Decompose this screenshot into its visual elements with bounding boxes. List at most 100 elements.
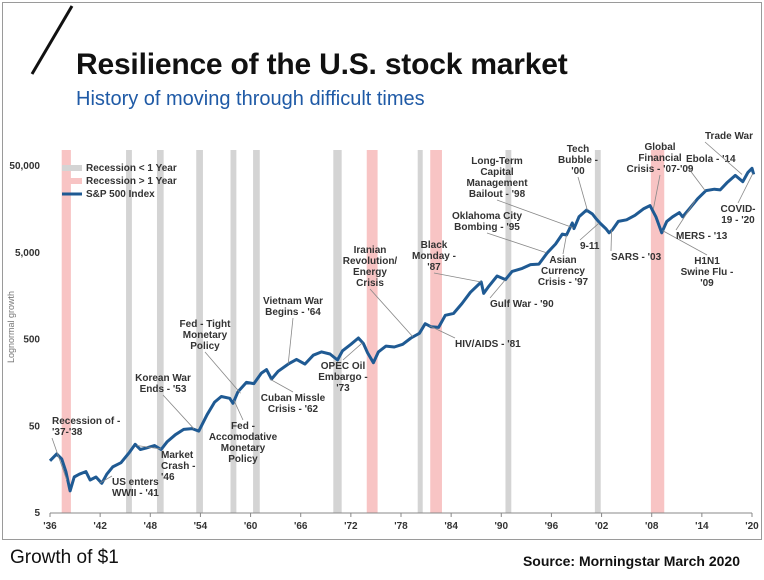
decorative-slash-icon — [30, 5, 74, 75]
annotation-text: Fed - — [231, 421, 255, 432]
annotation-text: Ends - '53 — [140, 384, 187, 395]
annotation-leader — [737, 173, 754, 204]
annotation-trade-war: Trade War — [704, 131, 753, 175]
annotation-text: 9-11 — [580, 241, 600, 252]
x-tick-label: '08 — [645, 521, 659, 532]
annotation-text: Policy — [190, 341, 220, 352]
annotation-leader — [562, 234, 567, 255]
annotation-recession-37-38: Recession of -'37-'38 — [51, 416, 120, 481]
legend-label-long: Recession > 1 Year — [86, 176, 177, 187]
recession-band-long — [650, 150, 665, 513]
annotation-text: Market — [161, 450, 194, 461]
annotation-leader — [652, 174, 661, 210]
annotation-mers: MERS - '13 — [675, 200, 728, 242]
y-tick-label: 5 — [34, 508, 40, 519]
x-tick-label: '54 — [194, 521, 208, 532]
annotation-text: OPEC Oil — [321, 361, 366, 372]
annotation-nine-eleven: 9-11 — [579, 222, 600, 252]
x-tick-label: '42 — [93, 521, 107, 532]
annotation-leader — [579, 222, 600, 241]
annotation-text: HIV/AIDS - '81 — [455, 339, 521, 350]
recession-band-short — [594, 150, 601, 513]
annotation-covid-19: COVID-19 - '20 — [721, 173, 756, 226]
annotation-text: COVID- — [721, 204, 756, 215]
annotation-leader — [342, 342, 363, 361]
annotation-leader — [610, 229, 612, 252]
legend-label-short: Recession < 1 Year — [86, 163, 177, 174]
annotation-text: Monetary — [183, 330, 228, 341]
annotation-leader — [486, 232, 547, 254]
annotation-text: Financial — [638, 153, 682, 164]
annotation-text: '00 — [571, 166, 585, 177]
annotation-text: Bubble - — [558, 155, 598, 166]
x-tick-label: '66 — [294, 521, 308, 532]
annotation-text: Global — [644, 142, 675, 153]
annotation-text: US enters — [112, 477, 159, 488]
annotation-text: Crisis - '07-'09 — [626, 164, 693, 175]
x-tick-label: '78 — [394, 521, 408, 532]
recession-band-short — [333, 150, 342, 513]
axes: Lognormal growth '36 '42 '48 '54 '60 '66 '72 '7… — [6, 161, 759, 532]
annotation-text: Oklahoma City — [452, 211, 522, 222]
annotation-text: H1N1 — [694, 256, 720, 267]
annotation-text: '37-'38 — [52, 427, 83, 438]
annotation-leader — [162, 394, 195, 429]
annotation-text: '73 — [336, 383, 350, 394]
series-layer — [48, 166, 756, 493]
y-axis-label: Lognormal growth — [6, 291, 16, 363]
recession-band-short — [126, 150, 132, 513]
annotation-text: Energy — [353, 267, 387, 278]
annotation-text: Revolution/ — [343, 256, 398, 267]
annotation-text: Embargo - — [318, 372, 367, 383]
annotation-text: Crash - — [161, 461, 195, 472]
annotation-leader — [489, 279, 506, 299]
annotation-leader — [577, 176, 588, 211]
annotation-text: Begins - '64 — [265, 307, 321, 318]
x-tick-label: '90 — [495, 521, 509, 532]
x-tick-label: '36 — [43, 521, 57, 532]
annotation-text: Iranian — [354, 245, 387, 256]
annotation-text: Gulf War - '90 — [490, 299, 554, 310]
annotation-leader — [496, 199, 574, 229]
annotation-text: Fed - Tight — [180, 319, 232, 330]
growth-label: Growth of $1 — [10, 547, 119, 568]
annotation-leader — [433, 272, 482, 283]
recession-band-short — [253, 150, 260, 513]
annotation-hiv-aids: HIV/AIDS - '81 — [429, 325, 521, 350]
annotation-leader — [51, 437, 68, 481]
annotation-text: Ebola - '14 — [686, 154, 736, 165]
annotation-leader — [704, 141, 743, 175]
annotation-leader — [287, 317, 294, 365]
annotation-text: Bombing - '95 — [454, 222, 520, 233]
annotation-text: Capital — [480, 167, 514, 178]
annotation-text: Trade War — [705, 131, 753, 142]
x-tick-label: '96 — [545, 521, 559, 532]
annotation-text: Long-Term — [471, 156, 523, 167]
annotation-text: '87 — [427, 262, 441, 273]
annotation-text: Tech — [567, 144, 590, 155]
annotation-text: Currency — [541, 266, 585, 277]
recession-bands — [61, 150, 665, 513]
recession-band-long — [366, 150, 378, 513]
annotation-leader — [685, 164, 706, 191]
x-tick-label: '72 — [344, 521, 358, 532]
recession-band-short — [230, 150, 237, 513]
source-label: Source: Morningstar March 2020 — [522, 553, 740, 569]
recession-band-short — [505, 150, 512, 513]
annotation-text: SARS - '03 — [611, 252, 662, 263]
annotation-text: Crisis - '62 — [268, 404, 319, 415]
chart-title: Resilience of the U.S. stock market — [76, 48, 568, 81]
x-tick-label: '48 — [144, 521, 158, 532]
annotation-text: '09 — [700, 278, 714, 289]
